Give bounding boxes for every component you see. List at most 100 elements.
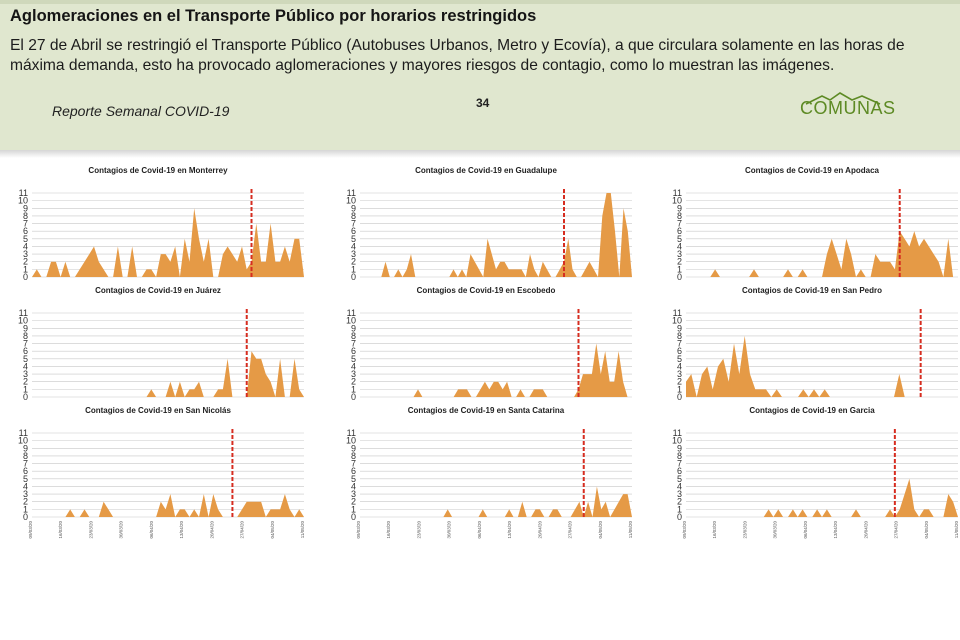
x-tick-label: 09/03/20 xyxy=(356,521,361,539)
x-tick-label: 30/03/20 xyxy=(773,521,778,539)
header-banner: Aglomeraciones en el Transporte Público … xyxy=(0,0,960,150)
y-tick-label: 11 xyxy=(673,188,682,198)
area-series xyxy=(686,231,958,277)
y-tick-label: 2 xyxy=(351,257,356,267)
y-tick-label: 8 xyxy=(351,451,356,461)
y-tick-label: 11 xyxy=(19,428,28,438)
chart-title: Contagios de Covid-19 en Monterrey xyxy=(88,166,228,175)
y-tick-label: 0 xyxy=(677,272,682,282)
chart-5: Contagios de Covid-19 en Escobedo 0123456… xyxy=(346,286,632,402)
banner-top-line xyxy=(0,0,960,4)
x-tick-label: 06/04/20 xyxy=(149,521,154,539)
x-tick-label: 27/04/20 xyxy=(894,521,899,539)
y-tick-label: 2 xyxy=(23,377,28,387)
area-series xyxy=(32,208,304,277)
x-tick-label: 04/05/20 xyxy=(270,521,275,539)
chart-3: Contagios de Covid-19 en Apodaca 01234567… xyxy=(672,166,958,282)
y-tick-label: 9 xyxy=(677,323,682,333)
x-tick-label: 11/05/20 xyxy=(954,521,959,539)
y-tick-label: 1 xyxy=(23,504,28,514)
x-tick-label: 20/04/20 xyxy=(537,521,542,539)
y-tick-label: 3 xyxy=(351,249,356,259)
y-tick-label: 3 xyxy=(23,369,28,379)
y-tick-label: 7 xyxy=(351,339,356,349)
y-tick-label: 10 xyxy=(672,436,682,446)
x-tick-label: 23/03/20 xyxy=(416,521,421,539)
y-tick-label: 9 xyxy=(23,443,28,453)
y-tick-label: 8 xyxy=(677,451,682,461)
y-tick-label: 10 xyxy=(346,316,356,326)
chart-1: Contagios de Covid-19 en Monterrey 012345… xyxy=(18,166,304,282)
y-tick-label: 3 xyxy=(351,369,356,379)
y-tick-label: 10 xyxy=(672,316,682,326)
y-tick-label: 9 xyxy=(351,203,356,213)
x-tick-label: 30/03/20 xyxy=(119,521,124,539)
y-tick-label: 7 xyxy=(351,219,356,229)
y-tick-label: 7 xyxy=(677,219,682,229)
x-tick-label: 04/05/20 xyxy=(924,521,929,539)
y-tick-label: 4 xyxy=(351,361,356,371)
y-tick-label: 1 xyxy=(677,264,682,274)
y-tick-label: 0 xyxy=(23,272,28,282)
header-shadow xyxy=(0,150,960,158)
y-tick-label: 2 xyxy=(351,377,356,387)
x-tick-label: 09/03/20 xyxy=(28,521,33,539)
description-text: El 27 de Abril se restringió el Transpor… xyxy=(10,37,905,74)
y-tick-label: 5 xyxy=(351,474,356,484)
y-tick-label: 2 xyxy=(351,497,356,507)
y-tick-label: 0 xyxy=(351,392,356,402)
y-tick-label: 1 xyxy=(351,504,356,514)
x-tick-label: 30/03/20 xyxy=(447,521,452,539)
y-tick-label: 9 xyxy=(23,323,28,333)
y-tick-label: 5 xyxy=(351,354,356,364)
y-tick-label: 7 xyxy=(677,339,682,349)
y-tick-label: 8 xyxy=(677,331,682,341)
y-tick-label: 6 xyxy=(23,466,28,476)
area-series xyxy=(32,494,304,517)
y-tick-label: 8 xyxy=(351,331,356,341)
y-tick-label: 4 xyxy=(677,241,682,251)
y-tick-label: 7 xyxy=(23,339,28,349)
y-tick-label: 2 xyxy=(23,497,28,507)
y-tick-label: 10 xyxy=(18,196,28,206)
report-name: Reporte Semanal COVID-19 xyxy=(52,103,230,119)
y-tick-label: 8 xyxy=(351,211,356,221)
y-tick-label: 5 xyxy=(677,354,682,364)
y-tick-label: 6 xyxy=(677,346,682,356)
y-tick-label: 1 xyxy=(23,264,28,274)
area-series xyxy=(360,343,632,397)
y-tick-label: 10 xyxy=(346,436,356,446)
y-tick-label: 5 xyxy=(351,234,356,244)
y-tick-label: 0 xyxy=(23,512,28,522)
y-tick-label: 11 xyxy=(347,428,356,438)
y-tick-label: 1 xyxy=(351,384,356,394)
y-tick-label: 2 xyxy=(677,497,682,507)
x-tick-label: 06/04/20 xyxy=(477,521,482,539)
charts-grid: Contagios de Covid-19 en Monterrey012345… xyxy=(18,166,959,539)
y-tick-label: 4 xyxy=(23,481,28,491)
y-tick-label: 9 xyxy=(677,203,682,213)
y-tick-label: 5 xyxy=(23,474,28,484)
logo-text: COMUNAS xyxy=(800,98,896,118)
x-tick-label: 16/03/20 xyxy=(58,521,63,539)
y-tick-label: 3 xyxy=(23,489,28,499)
y-tick-label: 0 xyxy=(23,392,28,402)
area-series xyxy=(360,193,632,277)
x-tick-label: 13/04/20 xyxy=(833,521,838,539)
y-tick-label: 9 xyxy=(351,443,356,453)
y-tick-label: 11 xyxy=(19,308,28,318)
chart-title: Contagios de Covid-19 en Santa Catarina xyxy=(408,406,565,415)
area-series xyxy=(32,351,304,397)
y-tick-label: 8 xyxy=(23,211,28,221)
page-number: 34 xyxy=(476,96,490,110)
y-tick-label: 2 xyxy=(677,377,682,387)
y-tick-label: 2 xyxy=(677,257,682,267)
y-tick-label: 4 xyxy=(351,241,356,251)
chart-8: Contagios de Covid-19 en Santa Catarina 0… xyxy=(346,406,633,539)
y-tick-label: 5 xyxy=(23,234,28,244)
y-tick-label: 9 xyxy=(351,323,356,333)
y-tick-label: 5 xyxy=(23,354,28,364)
chart-title: Contagios de Covid-19 en San Nicolás xyxy=(85,406,231,415)
y-tick-label: 7 xyxy=(23,219,28,229)
x-tick-label: 23/03/20 xyxy=(742,521,747,539)
